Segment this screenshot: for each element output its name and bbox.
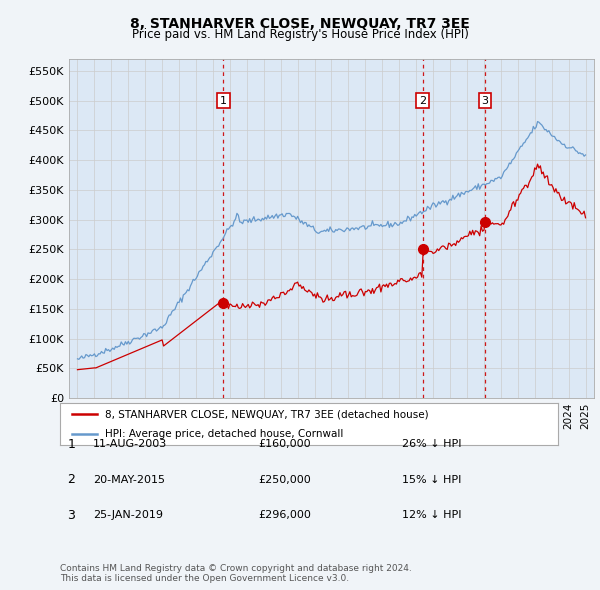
Text: 15% ↓ HPI: 15% ↓ HPI (402, 475, 461, 485)
Text: 1: 1 (67, 438, 76, 451)
Text: 20-MAY-2015: 20-MAY-2015 (93, 475, 165, 485)
Text: £296,000: £296,000 (258, 510, 311, 520)
Text: 3: 3 (67, 509, 76, 522)
Text: Contains HM Land Registry data © Crown copyright and database right 2024.: Contains HM Land Registry data © Crown c… (60, 565, 412, 573)
Text: This data is licensed under the Open Government Licence v3.0.: This data is licensed under the Open Gov… (60, 574, 349, 583)
Text: 26% ↓ HPI: 26% ↓ HPI (402, 440, 461, 450)
Text: £250,000: £250,000 (258, 475, 311, 485)
Text: Price paid vs. HM Land Registry's House Price Index (HPI): Price paid vs. HM Land Registry's House … (131, 28, 469, 41)
Text: £160,000: £160,000 (258, 440, 311, 450)
Text: 1: 1 (220, 96, 227, 106)
Text: 12% ↓ HPI: 12% ↓ HPI (402, 510, 461, 520)
Text: 8, STANHARVER CLOSE, NEWQUAY, TR7 3EE: 8, STANHARVER CLOSE, NEWQUAY, TR7 3EE (130, 17, 470, 31)
Text: 2: 2 (419, 96, 426, 106)
Text: 8, STANHARVER CLOSE, NEWQUAY, TR7 3EE (detached house): 8, STANHARVER CLOSE, NEWQUAY, TR7 3EE (d… (105, 409, 428, 419)
Text: 3: 3 (482, 96, 488, 106)
Text: HPI: Average price, detached house, Cornwall: HPI: Average price, detached house, Corn… (105, 429, 343, 439)
Text: 2: 2 (67, 473, 76, 486)
Text: 25-JAN-2019: 25-JAN-2019 (93, 510, 163, 520)
Text: 11-AUG-2003: 11-AUG-2003 (93, 440, 167, 450)
